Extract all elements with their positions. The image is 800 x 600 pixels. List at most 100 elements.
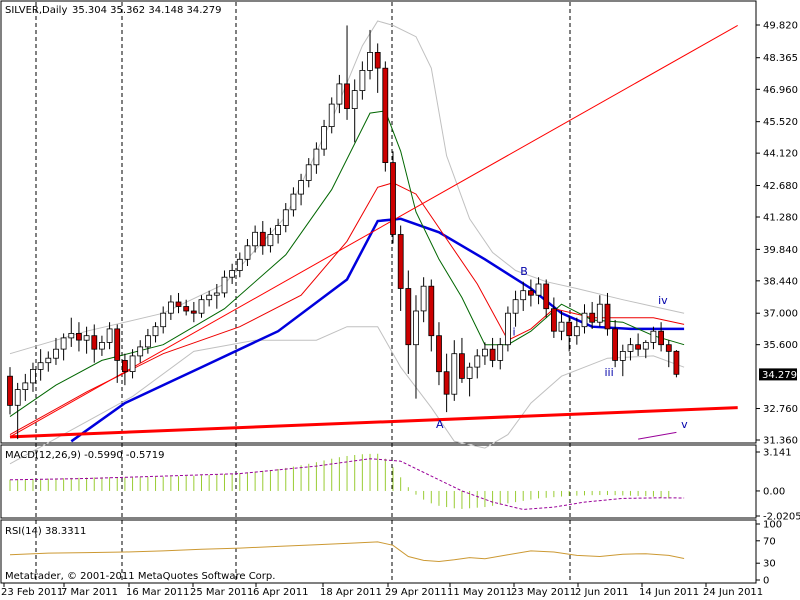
candle-body[interactable] <box>99 341 105 350</box>
candle-body[interactable] <box>7 375 13 406</box>
candle-body[interactable] <box>650 330 657 343</box>
candle-body[interactable] <box>229 270 236 278</box>
candle-body[interactable] <box>114 328 121 361</box>
candle-body[interactable] <box>83 335 90 341</box>
candle-body[interactable] <box>543 283 550 310</box>
candle-body[interactable] <box>144 335 151 348</box>
candle-body[interactable] <box>551 308 557 332</box>
candle-body[interactable] <box>152 326 159 337</box>
date-tick-label: 2 Jun 2011 <box>575 587 629 598</box>
candle-body[interactable] <box>428 285 435 337</box>
candle-body[interactable] <box>596 303 603 323</box>
candle-body[interactable] <box>451 353 458 395</box>
candle-body[interactable] <box>443 371 450 395</box>
candle-body[interactable] <box>60 337 67 350</box>
candle-body[interactable] <box>359 70 366 92</box>
candle-body[interactable] <box>53 348 59 359</box>
candle-body[interactable] <box>259 231 266 247</box>
price-tick-label: 32.760 <box>763 404 798 415</box>
candle-body[interactable] <box>520 290 527 301</box>
candle-body[interactable] <box>573 326 580 337</box>
candle-body[interactable] <box>458 353 465 379</box>
candle-body[interactable] <box>397 234 404 289</box>
candle-body[interactable] <box>137 346 144 357</box>
candle-body[interactable] <box>206 294 213 301</box>
candle-body[interactable] <box>275 225 282 235</box>
candle-body[interactable] <box>619 350 626 361</box>
candle-body[interactable] <box>658 330 664 346</box>
date-tick-label: 25 Mar 2011 <box>190 587 253 598</box>
wave-label-i: i <box>513 326 516 339</box>
candle-body[interactable] <box>413 310 419 346</box>
candle-body[interactable] <box>282 209 289 226</box>
macd-pane[interactable] <box>0 444 757 519</box>
candle-body[interactable] <box>504 312 511 346</box>
candle-body[interactable] <box>528 290 534 296</box>
candle-body[interactable] <box>466 366 473 379</box>
candle-body[interactable] <box>604 303 611 330</box>
candle-body[interactable] <box>665 344 672 352</box>
candle-body[interactable] <box>30 368 36 384</box>
candle-body[interactable] <box>198 299 205 314</box>
candle-body[interactable] <box>390 162 396 235</box>
candle-body[interactable] <box>489 348 496 361</box>
candle-body[interactable] <box>68 332 75 339</box>
candle-body[interactable] <box>558 321 565 332</box>
candle-body[interactable] <box>382 67 389 163</box>
candle-body[interactable] <box>244 245 251 260</box>
candle-body[interactable] <box>612 328 618 361</box>
candle-body[interactable] <box>91 335 98 350</box>
candle-body[interactable] <box>581 312 588 328</box>
wave-label-B: B <box>520 265 528 278</box>
candle-body[interactable] <box>167 301 174 314</box>
candle-body[interactable] <box>535 283 542 296</box>
candle-body[interactable] <box>298 180 305 195</box>
candle-body[interactable] <box>642 341 649 350</box>
candle-body[interactable] <box>474 355 481 368</box>
candle-body[interactable] <box>122 359 128 372</box>
candle-body[interactable] <box>420 285 427 312</box>
candle-body[interactable] <box>236 258 243 271</box>
candle-body[interactable] <box>213 292 220 296</box>
rsi-pane[interactable] <box>0 519 757 584</box>
candle-body[interactable] <box>221 276 228 294</box>
candle-body[interactable] <box>175 301 182 307</box>
wave-label-A: A <box>436 418 444 431</box>
candle-body[interactable] <box>22 382 29 390</box>
candle-body[interactable] <box>305 164 312 181</box>
candle-body[interactable] <box>328 103 335 127</box>
candle-body[interactable] <box>252 231 259 247</box>
candle-body[interactable] <box>627 344 634 352</box>
candle-body[interactable] <box>566 321 573 337</box>
candle-body[interactable] <box>344 83 350 110</box>
candle-body[interactable] <box>129 355 136 372</box>
macd-tick-label: 3.141 <box>763 448 792 459</box>
candle-body[interactable] <box>635 344 641 350</box>
candle-body[interactable] <box>106 328 113 343</box>
candle-body[interactable] <box>436 335 442 373</box>
candle-body[interactable] <box>367 52 373 71</box>
candle-body[interactable] <box>290 193 297 211</box>
candle-body[interactable] <box>190 310 197 314</box>
candle-body[interactable] <box>673 350 680 375</box>
wave-v-line-line <box>638 431 677 440</box>
candle-body[interactable] <box>45 357 52 364</box>
candle-body[interactable] <box>160 312 167 328</box>
candle-body[interactable] <box>481 348 488 357</box>
candle-body[interactable] <box>405 288 412 346</box>
candle-body[interactable] <box>351 90 358 109</box>
price-pane[interactable] <box>0 0 757 444</box>
candle-body[interactable] <box>336 83 343 105</box>
candle-body[interactable] <box>37 362 44 370</box>
candle-body[interactable] <box>14 389 21 406</box>
candle-body[interactable] <box>589 312 596 323</box>
candle-body[interactable] <box>497 344 504 361</box>
candle-body[interactable] <box>374 52 381 69</box>
candle-body[interactable] <box>76 332 82 341</box>
candle-body[interactable] <box>321 126 328 150</box>
candle-body[interactable] <box>267 234 274 247</box>
candle-body[interactable] <box>183 306 190 312</box>
candle-body[interactable] <box>313 148 320 166</box>
candle-body[interactable] <box>512 299 519 314</box>
